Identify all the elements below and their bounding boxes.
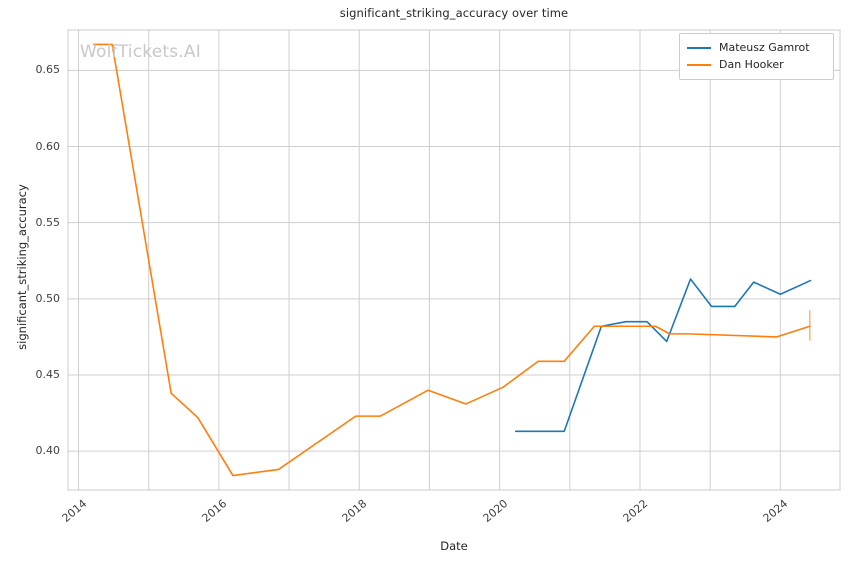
y-tick-label: 0.55	[35, 215, 61, 229]
data-series	[93, 43, 812, 477]
legend-label-mateusz-gamrot: Mateusz Gamrot	[719, 41, 810, 54]
y-tick-label: 0.45	[35, 368, 61, 381]
legend-swatch-mateusz-gamrot	[687, 46, 711, 49]
x-tick-label: 2016	[199, 497, 230, 525]
series-line-mateusz-gamrot	[514, 278, 812, 433]
legend-item-dan-hooker[interactable]: Dan Hooker	[687, 56, 826, 73]
x-axis-label: Date	[440, 539, 468, 553]
gridlines	[68, 30, 840, 490]
legend-item-mateusz-gamrot[interactable]: Mateusz Gamrot	[687, 39, 826, 56]
legend-label-dan-hooker: Dan Hooker	[719, 58, 784, 71]
y-tick-label: 0.40	[35, 444, 61, 458]
x-tick-label: 2020	[480, 497, 510, 525]
x-tick-label: 2024	[760, 497, 791, 525]
y-tick-label: 0.65	[35, 63, 61, 77]
x-tick-label: 2014	[59, 497, 89, 525]
chart-title: significant_striking_accuracy over time	[339, 6, 569, 20]
y-tick-label: 0.50	[35, 291, 61, 305]
x-tick-label: 2018	[339, 497, 370, 525]
legend-swatch-dan-hooker	[687, 63, 711, 66]
y-tick-label: 0.60	[35, 139, 61, 153]
series-line-dan-hooker	[93, 43, 811, 477]
x-tick-label: 2022	[620, 497, 651, 525]
y-axis-ticks: 0.40 0.45 0.50 0.55 0.60 0.65	[8, 0, 61, 561]
chart-legend: Mateusz Gamrot Dan Hooker	[679, 33, 834, 80]
plot-border	[67, 29, 841, 491]
